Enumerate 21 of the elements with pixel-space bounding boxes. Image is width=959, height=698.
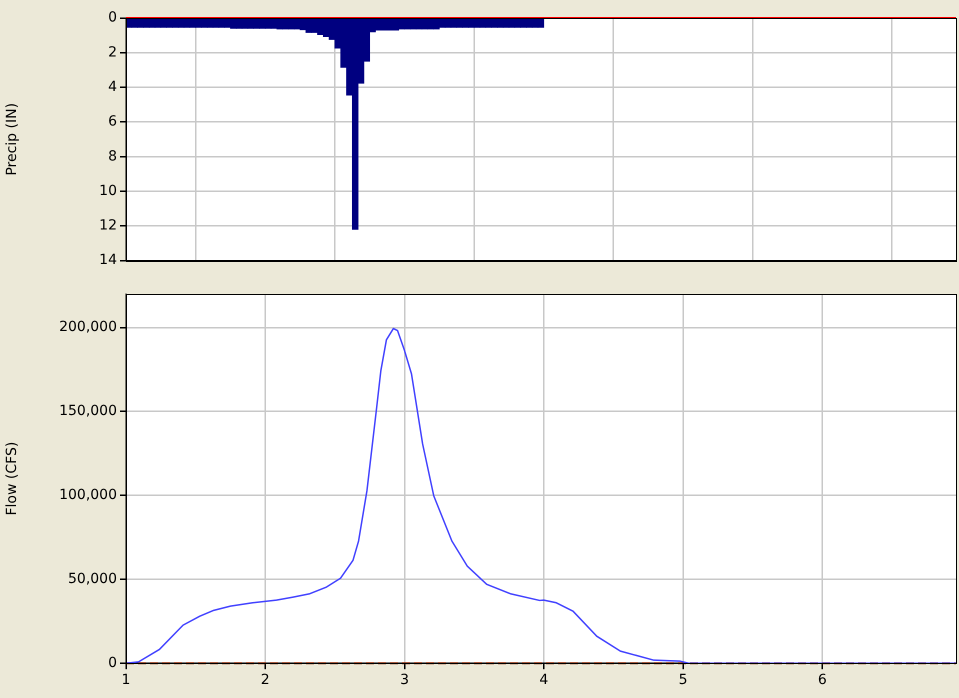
y-tick-label: 200,000 [59, 319, 117, 336]
y-tick-label: 4 [108, 78, 118, 95]
x-tick-label: 3 [400, 672, 409, 688]
y-axis-title: Precip (IN) [4, 102, 20, 176]
y-tick-label: 2 [108, 44, 117, 60]
y-tick-label: 8 [108, 148, 117, 164]
y-tick-label: 6 [108, 114, 118, 130]
y-tick-label: 0 [108, 10, 117, 26]
y-tick-label: 10 [99, 182, 117, 199]
x-tick-label: 1 [122, 672, 130, 688]
x-tick-label: 2 [260, 672, 270, 688]
y-tick-label: 50,000 [68, 570, 117, 587]
y-tick-label: 14 [99, 252, 118, 268]
x-tick-label: 5 [678, 672, 688, 688]
y-tick-label: 0 [108, 654, 117, 671]
y-tick-label: 100,000 [59, 487, 117, 504]
y-tick-label: 12 [99, 218, 117, 234]
x-tick-label: 6 [818, 672, 827, 688]
x-tick-label: 4 [539, 672, 548, 688]
y-axis-title: Flow (CFS) [4, 442, 20, 516]
y-tick-label: 150,000 [59, 403, 117, 420]
